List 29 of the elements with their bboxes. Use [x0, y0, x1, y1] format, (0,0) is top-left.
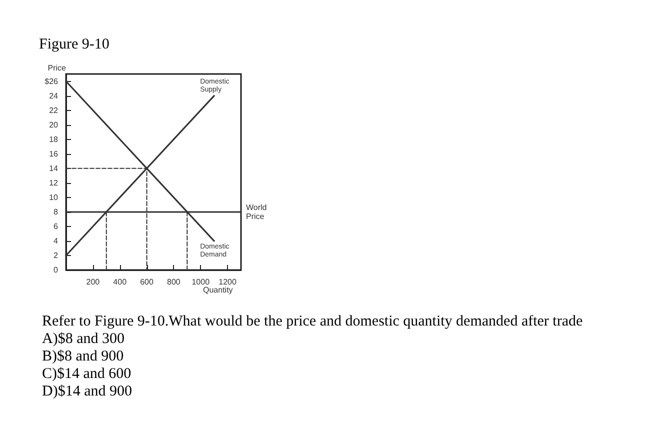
text: D)$14 and 900 [42, 384, 132, 400]
x-tick-label: 400 [113, 278, 128, 286]
y-tick-label: $26 [44, 76, 59, 86]
y-tick-label: 14 [49, 164, 59, 173]
y-tick-label: 4 [54, 236, 59, 246]
y-tick-label: 18 [49, 134, 59, 144]
text: B)$8 and 900 [42, 348, 124, 364]
y-tick-label: 20 [49, 120, 59, 130]
y-tick-label: 10 [49, 192, 59, 202]
y-axis-title: Price [48, 64, 67, 72]
text: A)$8 and 300 [42, 331, 124, 347]
x-tick-label: 1200 [218, 278, 237, 286]
y-tick-label: 24 [49, 91, 59, 100]
y-tick-label: 12 [49, 178, 59, 188]
y-tick-label: 6 [54, 222, 59, 231]
y-tick-label: 0 [54, 266, 59, 274]
y-tick-label: 16 [49, 149, 59, 158]
x-tick-label: 600 [140, 278, 154, 286]
chart-title: Figure 9-10 [39, 36, 110, 52]
text: C)$14 and 600 [42, 366, 132, 382]
x-tick-label: 1000 [192, 278, 210, 286]
y-tick-label: 8 [54, 207, 59, 216]
x-tick-label: 200 [86, 278, 100, 286]
y-tick-label: 2 [54, 250, 59, 260]
x-axis-title: Quantity [203, 286, 233, 294]
text: Refer to Figure 9-10.What would be the price and domestic quantity demanded after trade [42, 314, 583, 330]
x-tick-label: 800 [167, 278, 181, 286]
ref-line-label: World Price [246, 202, 269, 221]
y-tick-label: 22 [49, 106, 59, 115]
